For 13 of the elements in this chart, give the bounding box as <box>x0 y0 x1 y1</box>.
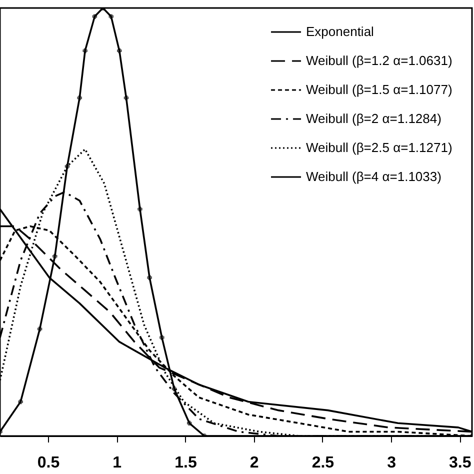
legend-label: Weibull (β=2 α=1.1284) <box>306 111 442 126</box>
x-tick-label: 3 <box>387 454 396 472</box>
x-tick-label: 1 <box>112 454 122 472</box>
x-tick-label: 3.5 <box>449 454 472 472</box>
x-tick-label: 2.5 <box>312 454 334 472</box>
legend-label: Weibull (β=2.5 α=1.1271) <box>306 140 452 155</box>
legend-label: Weibull (β=1.5 α=1.1077) <box>306 82 452 97</box>
legend-label: Exponential <box>306 24 374 39</box>
x-tick-label: 1.5 <box>174 454 197 472</box>
x-tick-label: 0.5 <box>37 454 60 472</box>
legend-label: Weibull (β=4 α=1.1033) <box>306 169 442 184</box>
legend-label: Weibull (β=1.2 α=1.0631) <box>306 53 452 68</box>
x-tick-label: 2 <box>250 454 259 472</box>
